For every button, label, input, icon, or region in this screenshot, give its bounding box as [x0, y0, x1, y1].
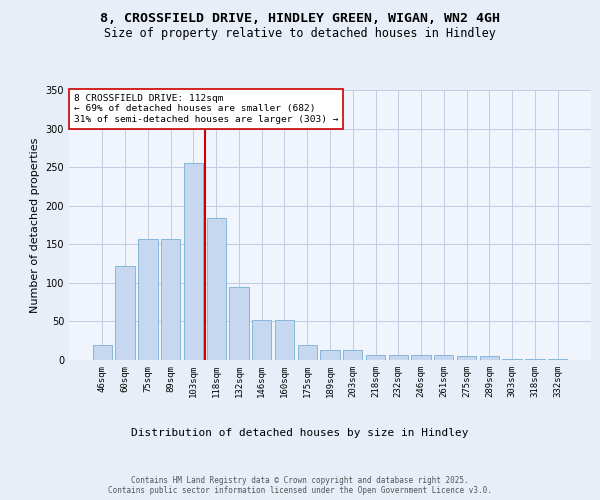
Bar	[457, 356, 476, 360]
Bar	[115, 266, 135, 360]
Bar	[548, 359, 567, 360]
Y-axis label: Number of detached properties: Number of detached properties	[30, 138, 40, 312]
Bar	[389, 354, 408, 360]
Bar	[298, 344, 317, 360]
Bar	[434, 354, 454, 360]
Text: 8 CROSSFIELD DRIVE: 112sqm
← 69% of detached houses are smaller (682)
31% of sem: 8 CROSSFIELD DRIVE: 112sqm ← 69% of deta…	[74, 94, 339, 124]
Bar	[502, 359, 522, 360]
Bar	[366, 354, 385, 360]
Bar	[252, 320, 271, 360]
Bar	[275, 320, 294, 360]
Text: Size of property relative to detached houses in Hindley: Size of property relative to detached ho…	[104, 28, 496, 40]
Bar	[479, 356, 499, 360]
Text: Distribution of detached houses by size in Hindley: Distribution of detached houses by size …	[131, 428, 469, 438]
Text: Contains HM Land Registry data © Crown copyright and database right 2025.
Contai: Contains HM Land Registry data © Crown c…	[108, 476, 492, 495]
Bar	[343, 350, 362, 360]
Bar	[93, 344, 112, 360]
Bar	[138, 239, 158, 360]
Bar	[412, 354, 431, 360]
Bar	[229, 286, 248, 360]
Bar	[184, 164, 203, 360]
Bar	[320, 350, 340, 360]
Text: 8, CROSSFIELD DRIVE, HINDLEY GREEN, WIGAN, WN2 4GH: 8, CROSSFIELD DRIVE, HINDLEY GREEN, WIGA…	[100, 12, 500, 26]
Bar	[206, 218, 226, 360]
Bar	[525, 359, 545, 360]
Bar	[161, 239, 181, 360]
